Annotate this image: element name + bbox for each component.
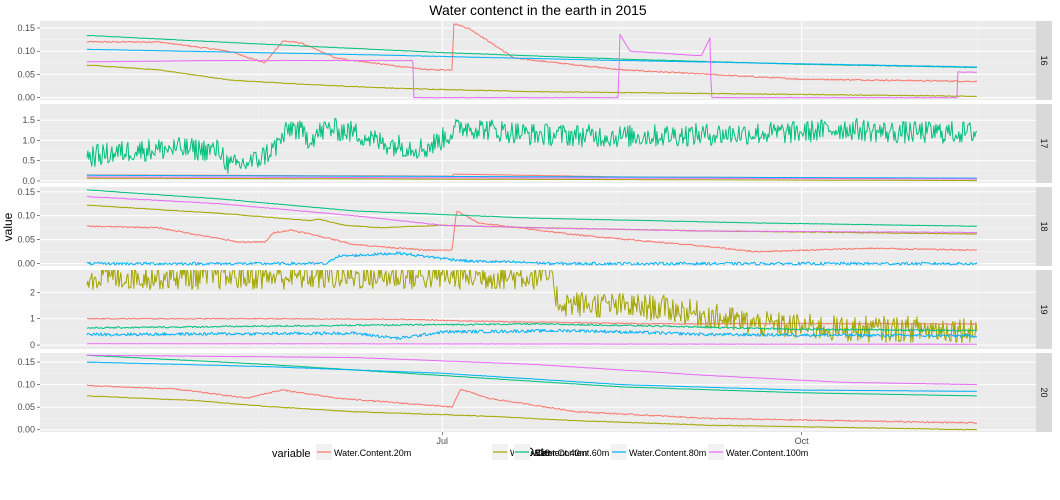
facet-panel-20: 0.00 0.05 0.10 0.15 20: [17, 353, 1052, 435]
legend-label: Water.Content.60m: [532, 448, 609, 458]
facet-strip-label: 17: [1039, 138, 1049, 148]
series-line-Water.Content.80m: [86, 251, 978, 266]
series-line-Water.Content.80m: [86, 174, 977, 179]
facet-strip: [1036, 270, 1052, 349]
legend-entry-Water.Content.60m: Water.Content.60m: [514, 444, 609, 460]
facet-strip: [1036, 187, 1052, 266]
y-tick-label: 0.15: [17, 357, 35, 367]
series-line-Water.Content.100m: [86, 354, 977, 386]
legend-title: variable: [272, 448, 311, 460]
y-tick-label: 0.5: [22, 156, 35, 166]
series-group: [86, 117, 978, 182]
y-tick-label: 0.05: [17, 402, 35, 412]
legend-entry-Water.Content.40m: Water.Content.40m: [492, 444, 587, 460]
series-group: [86, 270, 978, 345]
facet-panel-16: 0.00 0.05 0.10 0.15 16: [17, 21, 1052, 103]
facet-panel-17: 0.0 0.5 1.0 1.5 17: [22, 104, 1052, 186]
y-tick-label: 0.10: [17, 211, 35, 221]
y-tick-label: 0.00: [17, 259, 35, 269]
series-line-Water.Content.60m: [86, 189, 977, 227]
series-line-Water.Content.80m: [86, 328, 978, 340]
facet-strip-label: 18: [1039, 221, 1049, 231]
y-tick-label: 1.5: [22, 115, 35, 125]
series-line-Water.Content.40m: [86, 270, 978, 343]
series-line-Water.Content.100m: [86, 195, 978, 234]
series-line-Water.Content.100m: [86, 343, 977, 345]
series-group: [86, 189, 978, 266]
series-group: [86, 354, 978, 431]
facet-strip-label: 16: [1039, 55, 1049, 65]
series-line-Water.Content.60m: [86, 35, 977, 69]
y-tick-label: 0.05: [17, 69, 35, 79]
y-tick-label: 0.00: [17, 93, 35, 103]
facet-strip: [1036, 353, 1052, 432]
y-tick-label: 0.15: [17, 23, 35, 33]
series-line-Water.Content.40m: [86, 395, 977, 431]
series-line-Water.Content.80m: [86, 361, 977, 392]
facet-strip-label: 20: [1039, 387, 1049, 397]
x-tick-label: Oct: [795, 436, 810, 446]
legend-entry-Water.Content.80m: Water.Content.80m: [611, 444, 706, 460]
x-axis-title: Date: [525, 445, 551, 459]
series-line-Water.Content.60m: [86, 354, 977, 397]
y-tick-label: 0.05: [17, 235, 35, 245]
legend: variable Water.Content.20m Water.Content.…: [272, 444, 808, 460]
facet-strip: [1036, 104, 1052, 183]
panel-background: [40, 187, 1036, 266]
series-line-Water.Content.40m: [86, 64, 977, 98]
y-axis-title: value: [1, 212, 15, 241]
facet-panel-18: 0.00 0.05 0.10 0.15 18: [17, 187, 1052, 269]
legend-label: Water.Content.40m: [510, 448, 587, 458]
x-axis: Jul Oct: [437, 432, 810, 446]
legend-entry-Water.Content.20m: Water.Content.20m: [316, 444, 411, 460]
series-line-Water.Content.20m: [86, 384, 978, 424]
y-tick-label: 0.10: [17, 46, 35, 56]
series-line-Water.Content.20m: [86, 317, 978, 325]
series-line-Water.Content.80m: [86, 48, 977, 68]
y-tick-label: 0.00: [17, 425, 35, 435]
chart-title: Water contenct in the earth in 2015: [429, 2, 647, 18]
facet-strip: [1036, 21, 1052, 100]
y-tick-label: 1.0: [22, 135, 35, 145]
y-tick-label: 0: [30, 340, 35, 350]
series-line-Water.Content.100m: [86, 34, 978, 99]
series-line-Water.Content.60m: [86, 322, 977, 332]
series-line-Water.Content.20m: [86, 23, 978, 83]
facet-panel-19: 0 1 2 19: [30, 270, 1052, 350]
legend-label: Water.Content.100m: [726, 448, 808, 458]
legend-label: Water.Content.20m: [334, 448, 411, 458]
legend-label: Water.Content.80m: [629, 448, 706, 458]
series-line-Water.Content.20m: [86, 210, 978, 253]
facet-panels: 0.00 0.05 0.10 0.15 16 0.0 0.5 1.0 1.5 17 0.00 0.05…: [17, 21, 1052, 446]
y-tick-label: 0.10: [17, 380, 35, 390]
series-group: [86, 23, 978, 99]
y-tick-label: 0.15: [17, 187, 35, 197]
legend-entry-Water.Content.100m: Water.Content.100m: [708, 444, 808, 460]
y-tick-label: 0.0: [22, 176, 35, 186]
panel-background: [40, 104, 1036, 183]
series-line-Water.Content.40m: [86, 177, 977, 182]
y-tick-label: 2: [30, 287, 35, 297]
y-tick-label: 1: [30, 314, 35, 324]
facet-strip-label: 19: [1039, 304, 1049, 314]
series-line-Water.Content.60m: [86, 117, 978, 174]
series-line-Water.Content.100m: [86, 176, 977, 180]
x-tick-label: Jul: [437, 436, 449, 446]
